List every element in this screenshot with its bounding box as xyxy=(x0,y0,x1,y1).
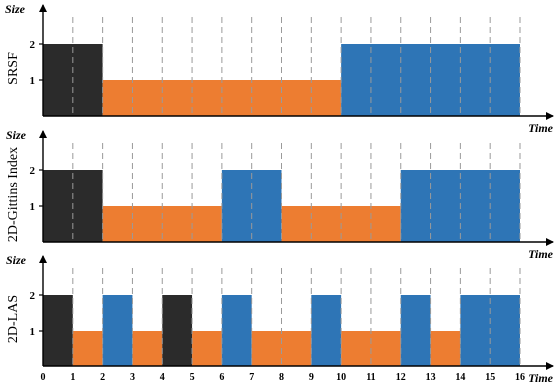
panel-0 xyxy=(39,4,554,120)
bar-orange-segment xyxy=(132,331,163,366)
x-tick-label: 7 xyxy=(249,372,254,383)
x-tick-label: 3 xyxy=(130,372,135,383)
x-tick-label: 15 xyxy=(485,372,495,383)
x-axis-label-time: Time xyxy=(528,247,554,261)
y-tick-label: 2 xyxy=(30,165,36,177)
x-tick-label: 2 xyxy=(100,372,105,383)
panel-label-2d-las: 2D-LAS xyxy=(6,295,21,343)
x-tick-label: 10 xyxy=(336,372,346,383)
x-tick-label: 4 xyxy=(160,372,165,383)
bar-orange-segment xyxy=(192,331,222,366)
x-tick-label: 14 xyxy=(455,372,465,383)
bar-blue-segment xyxy=(311,295,342,366)
y-tick-label: 2 xyxy=(30,39,36,51)
bar-orange-segment xyxy=(430,331,461,366)
panel-2 xyxy=(39,255,554,370)
bar-blue-segment xyxy=(221,295,252,366)
x-axis-label-time: Time xyxy=(528,121,554,135)
x-tick-label: 12 xyxy=(396,372,406,383)
x-tick-label: 5 xyxy=(190,372,195,383)
panel-label-srsf: SRSF xyxy=(6,52,21,85)
y-axis-label-size: Size xyxy=(6,253,27,267)
panel-label-2d-gittins-index: 2D-Gittins Index xyxy=(6,147,21,242)
x-tick-label: 1 xyxy=(70,372,75,383)
y-axis-label-size: Size xyxy=(6,128,27,142)
x-tick-label: 16 xyxy=(515,372,525,383)
bar-black-segment xyxy=(162,295,193,366)
x-tick-label: 0 xyxy=(41,372,46,383)
x-tick-label: 11 xyxy=(366,372,375,383)
bar-blue-segment xyxy=(102,295,133,366)
bar-orange-segment xyxy=(72,331,103,366)
panel-1 xyxy=(39,130,554,246)
x-tick-label: 8 xyxy=(279,372,284,383)
x-axis-label-time: Time xyxy=(528,371,554,385)
y-tick-label: 1 xyxy=(30,75,36,87)
x-tick-label: 6 xyxy=(219,372,224,383)
bar-black-segment xyxy=(43,295,73,366)
y-tick-label: 1 xyxy=(30,326,36,338)
x-tick-label: 9 xyxy=(309,372,314,383)
y-tick-label: 1 xyxy=(30,201,36,213)
x-tick-label: 13 xyxy=(426,372,436,383)
y-axis-label-size: Size xyxy=(5,2,26,16)
y-tick-label: 2 xyxy=(30,290,36,302)
bar-blue-segment xyxy=(400,295,431,366)
